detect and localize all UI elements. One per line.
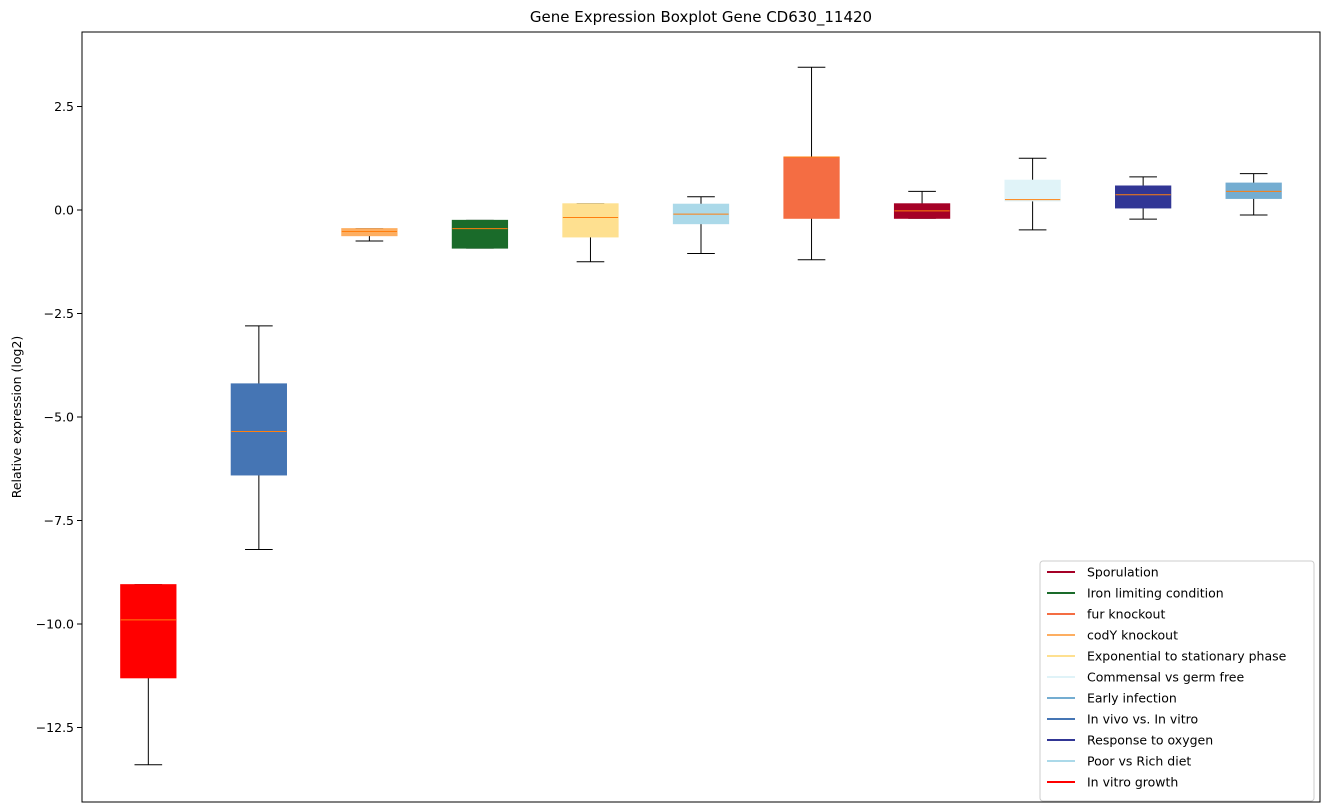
box-body [230, 383, 287, 476]
chart-title: Gene Expression Boxplot Gene CD630_11420 [530, 8, 872, 27]
box-iron-limiting-condition [451, 219, 509, 249]
box-fur-knockout [783, 66, 840, 261]
legend-label: fur knockout [1087, 607, 1165, 622]
y-axis: 2.5 0.0 −2.5 −5.0 −7.5 −10.0 −12.5 [36, 99, 82, 735]
box-early-infection [1225, 173, 1282, 216]
legend-label: codY knockout [1087, 628, 1178, 643]
box-response-to-oxygen [1115, 176, 1172, 220]
legend-label: In vitro growth [1087, 775, 1178, 790]
legend-label: Early infection [1087, 691, 1177, 706]
box-body [1115, 185, 1172, 209]
y-tick-label: −10.0 [36, 616, 74, 631]
box-body [120, 584, 177, 679]
y-tick-label: −2.5 [44, 306, 74, 321]
y-tick-label: −12.5 [36, 720, 74, 735]
legend-label: Exponential to stationary phase [1087, 649, 1287, 664]
box-body [451, 219, 509, 249]
box-body [562, 203, 619, 238]
box-poor-vs-rich-diet [672, 196, 730, 254]
y-tick-label: −5.0 [44, 410, 74, 425]
box-body [783, 156, 840, 219]
y-tick-label: −7.5 [44, 513, 74, 528]
legend-box [1039, 560, 1315, 802]
y-axis-label: Relative expression (log2) [9, 336, 24, 499]
box-commensal-vs-germ-free [1004, 157, 1061, 231]
box-in-vitro-growth [120, 584, 177, 766]
box-body [1225, 182, 1282, 199]
plot-area [120, 66, 1282, 766]
legend-label: Commensal vs germ free [1087, 670, 1244, 685]
box-sporulation [893, 190, 951, 219]
legend-label: Response to oxygen [1087, 733, 1213, 748]
box-exponential-to-stationary-phase [562, 203, 619, 263]
legend: Sporulation Iron limiting condition fur kn… [1039, 560, 1315, 802]
legend-label: Iron limiting condition [1087, 586, 1224, 601]
box-in-vivo-vs-in-vitro [230, 325, 287, 550]
box-body [341, 228, 398, 237]
box-cody-knockout [341, 228, 398, 242]
legend-label: In vivo vs. In vitro [1087, 712, 1198, 727]
box-body [1004, 179, 1061, 202]
legend-label: Sporulation [1087, 565, 1159, 580]
y-tick-label: 2.5 [54, 99, 74, 114]
legend-label: Poor vs Rich diet [1087, 754, 1191, 769]
y-tick-label: 0.0 [54, 203, 74, 218]
